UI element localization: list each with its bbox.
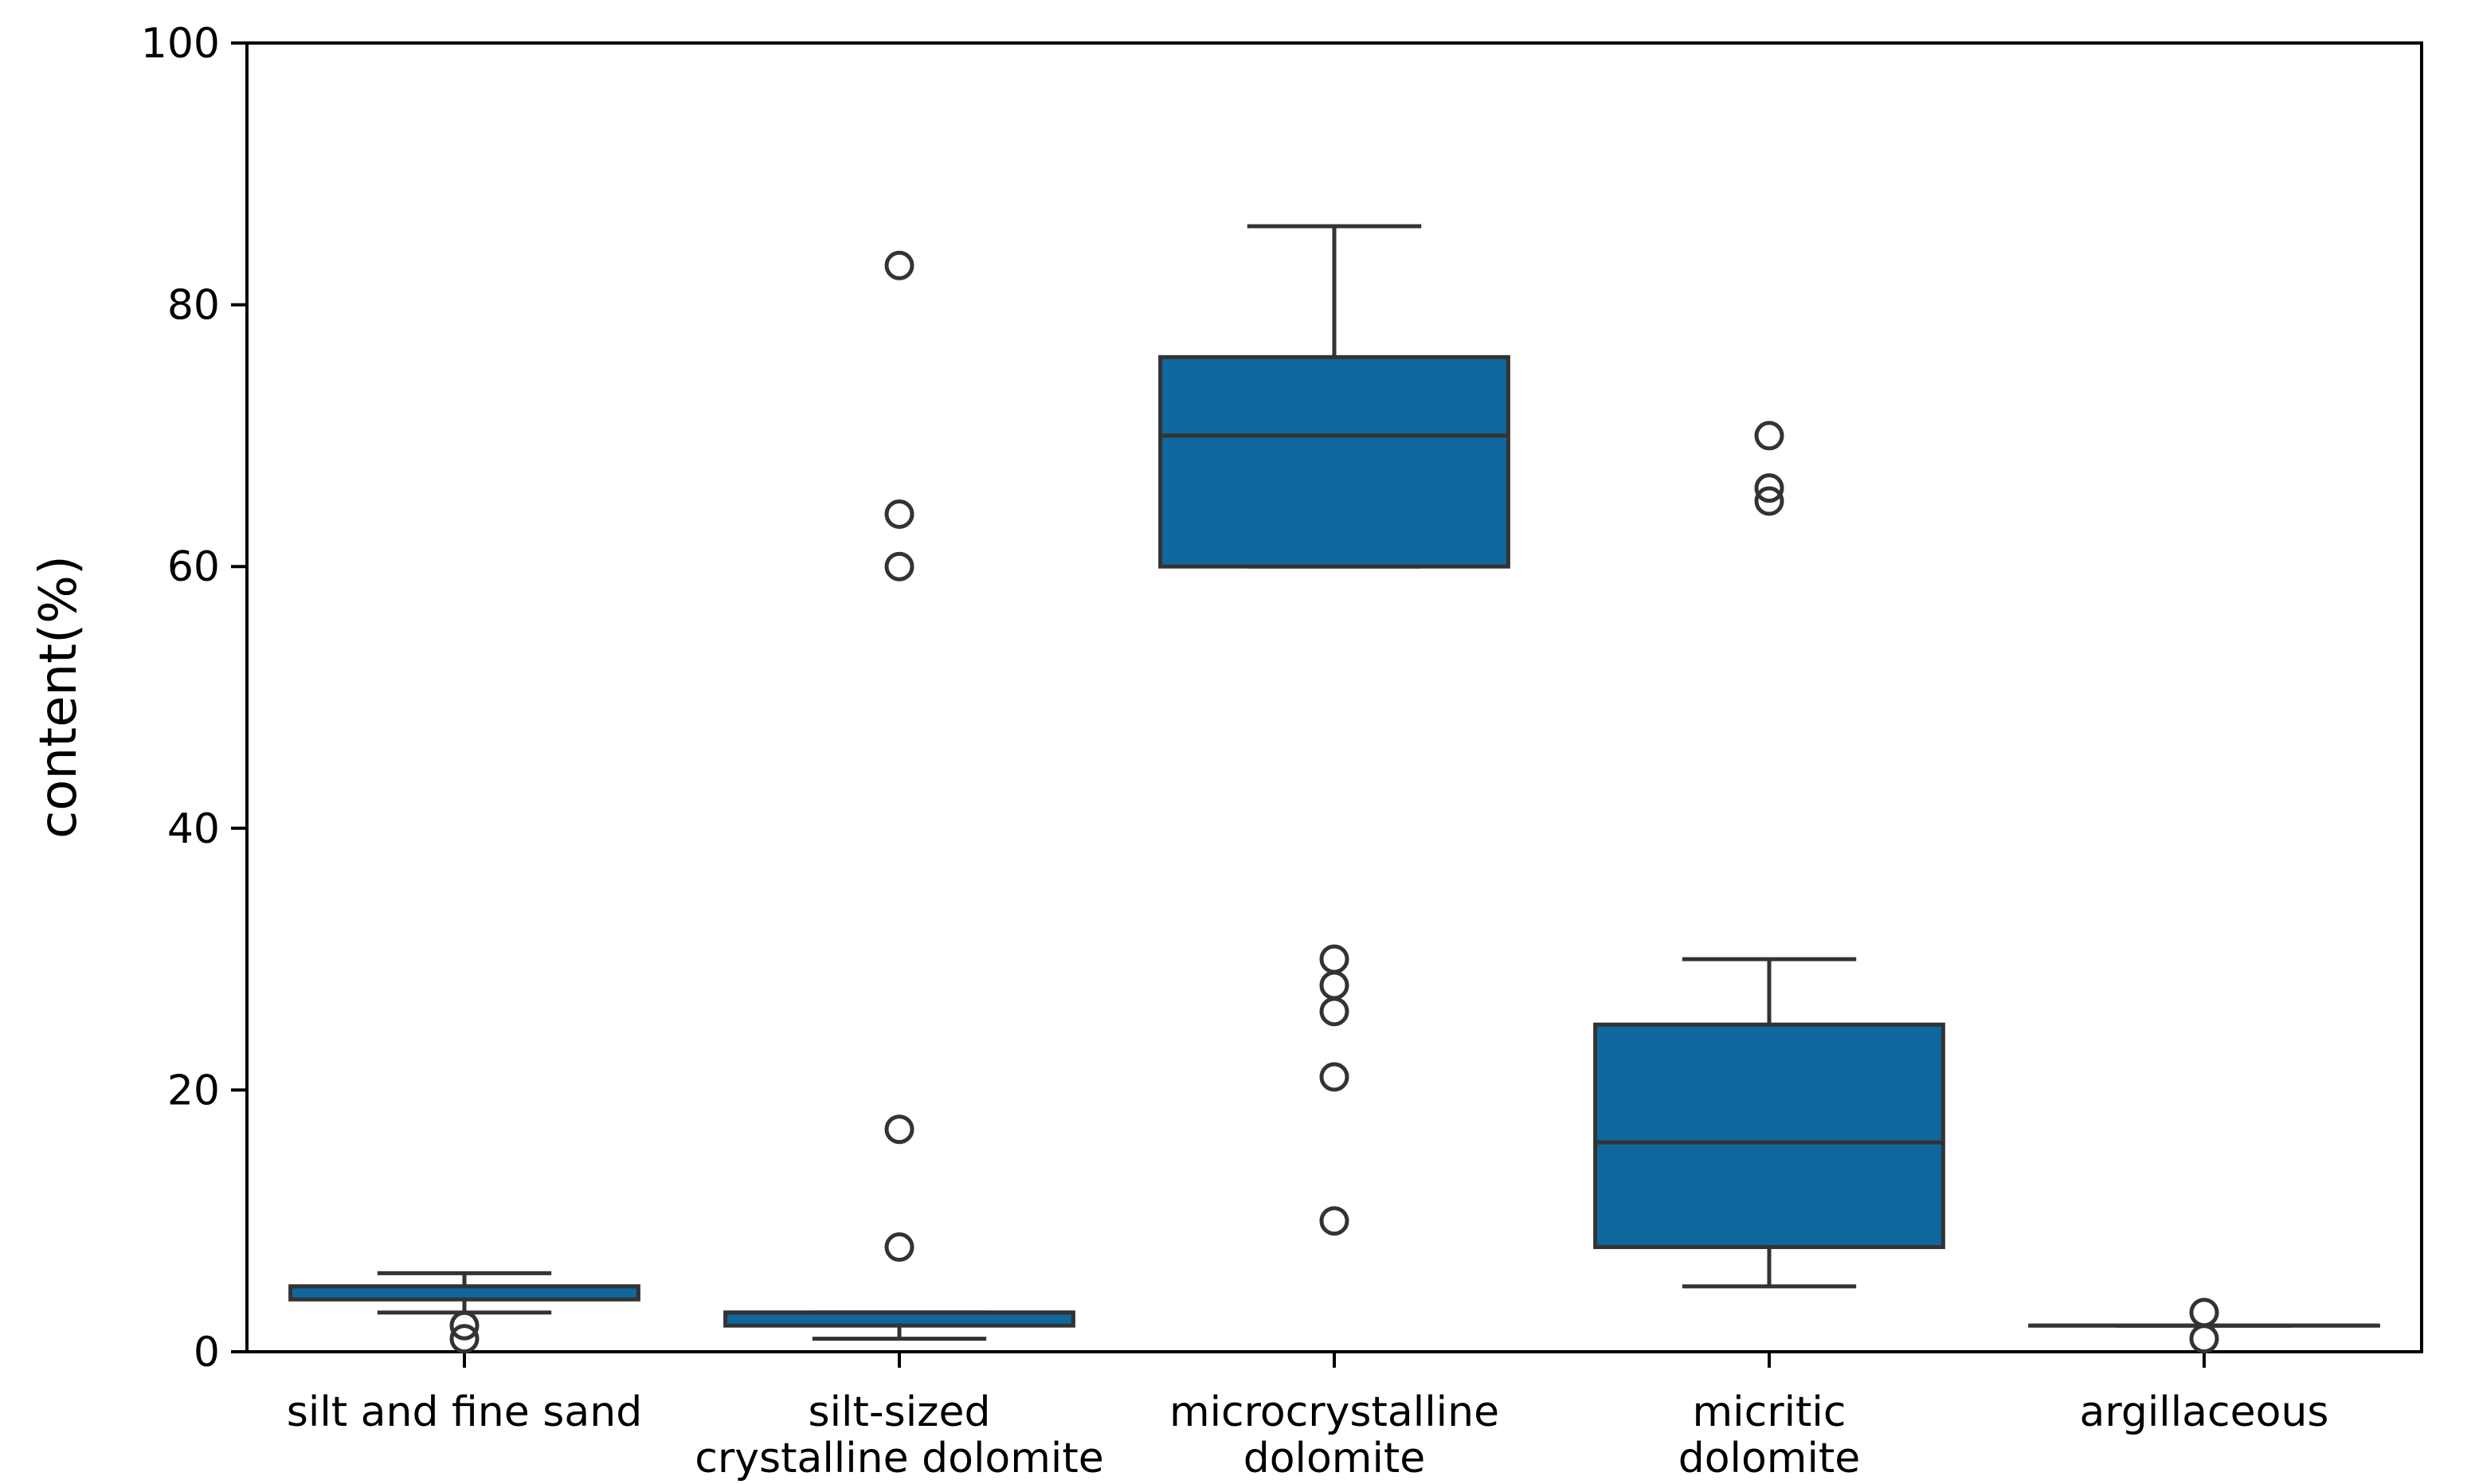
outlier-point (1319, 1206, 1349, 1236)
outlier-point (1319, 997, 1349, 1027)
outlier-point (449, 1310, 480, 1341)
x-category-label: microcrystalline dolomite (1169, 1388, 1499, 1482)
box-group (1593, 421, 1945, 1289)
outlier-point (1319, 1062, 1349, 1092)
box-group (288, 1271, 640, 1354)
outlier-point (2189, 1324, 2219, 1354)
outlier-point (449, 1324, 480, 1354)
x-category-label: silt and fine sand (287, 1388, 642, 1436)
x-category-label: micritic dolomite (1678, 1388, 1861, 1482)
x-category-label: argillaceous (2080, 1388, 2329, 1436)
y-axis-label: content(%) (29, 555, 88, 839)
outlier-point (884, 551, 914, 581)
y-tick-label: 20 (167, 1067, 220, 1114)
outlier-point (884, 1114, 914, 1145)
box-group (1158, 224, 1510, 1236)
outlier-point (2189, 1298, 2219, 1328)
outlier-point (884, 499, 914, 529)
y-tick-label: 0 (194, 1329, 220, 1376)
y-axis-ticks: 0 20 40 60 80 100 (141, 20, 247, 1376)
outlier-point (884, 250, 914, 280)
y-tick-label: 100 (141, 20, 220, 68)
x-axis-ticks (463, 1352, 2206, 1368)
outlier-point (884, 1232, 914, 1263)
x-category-label: silt-sized crystalline dolomite (695, 1388, 1103, 1482)
y-tick-label: 80 (167, 282, 220, 330)
outlier-point (1754, 473, 1784, 503)
x-axis-labels: silt and fine sand silt-sized crystalline … (287, 1388, 2329, 1482)
outlier-point (1319, 970, 1349, 1000)
y-tick-label: 60 (167, 543, 220, 591)
box (1593, 1022, 1945, 1250)
outlier-point (1754, 486, 1784, 516)
box (1158, 354, 1510, 569)
outlier-point (1754, 421, 1784, 451)
box-group (2028, 1298, 2380, 1354)
box-group (723, 250, 1075, 1341)
boxes-layer (288, 224, 2380, 1354)
outlier-point (1319, 944, 1349, 974)
y-tick-label: 40 (167, 805, 220, 853)
